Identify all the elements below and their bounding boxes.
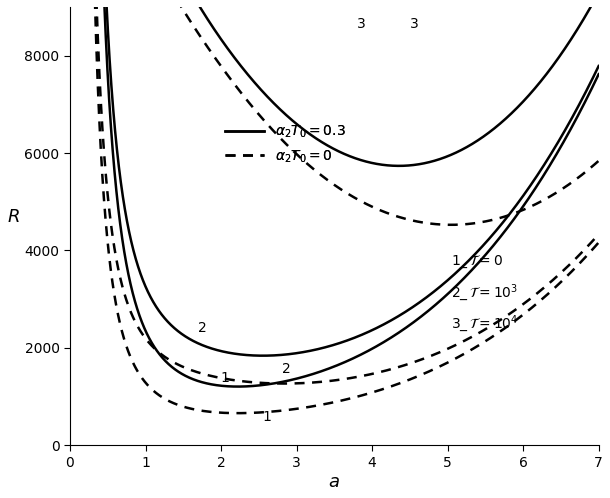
Text: $2\_\,\mathcal{T}=10^3$: $2\_\,\mathcal{T}=10^3$ [451, 282, 518, 303]
Text: $1$: $1$ [220, 371, 229, 385]
Legend: $\alpha_2 T_0 = 0.3$, $\alpha_2 T_0 = 0$: $\alpha_2 T_0 = 0.3$, $\alpha_2 T_0 = 0$ [225, 124, 346, 164]
Text: $1$: $1$ [262, 410, 271, 424]
Y-axis label: $R$: $R$ [7, 208, 20, 226]
Text: $3$: $3$ [409, 17, 418, 31]
Text: $3$: $3$ [356, 17, 365, 31]
Text: $2$: $2$ [281, 362, 290, 376]
Text: $2$: $2$ [198, 321, 207, 335]
X-axis label: $a$: $a$ [328, 473, 340, 491]
Text: $1\_\,\mathcal{T}=0$: $1\_\,\mathcal{T}=0$ [451, 254, 503, 270]
Text: $3\_\,\mathcal{T}=10^4$: $3\_\,\mathcal{T}=10^4$ [451, 314, 519, 335]
